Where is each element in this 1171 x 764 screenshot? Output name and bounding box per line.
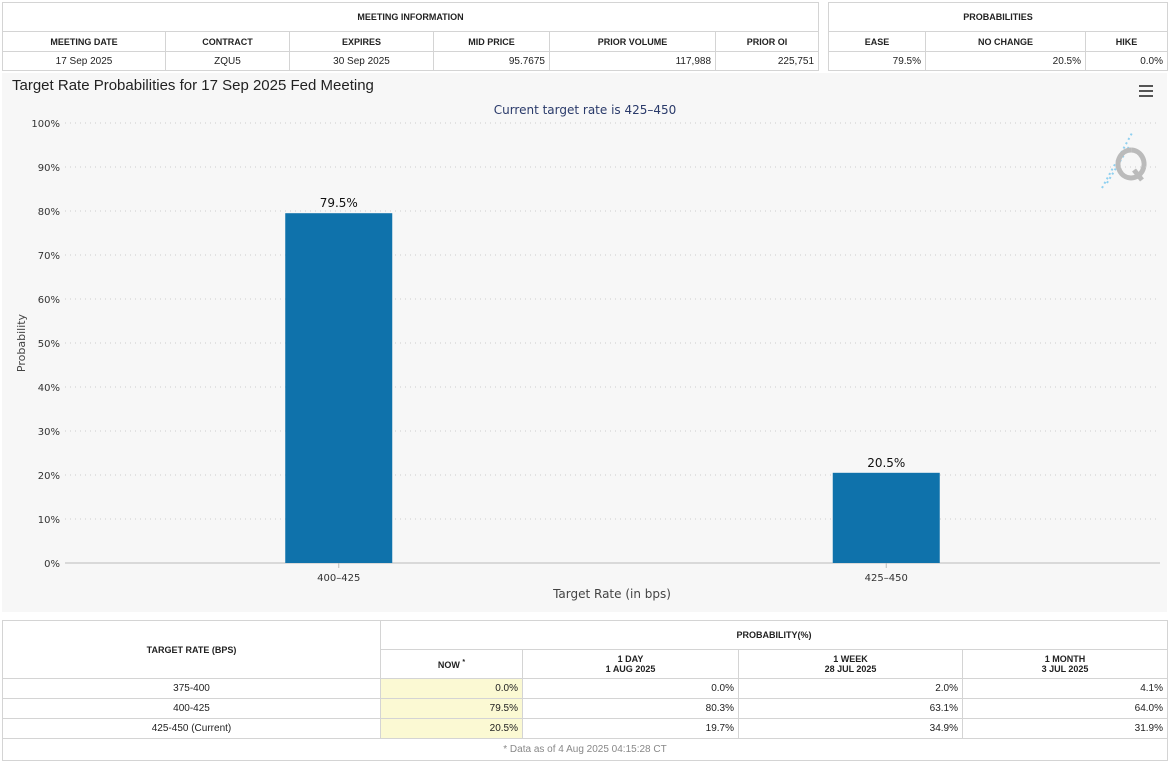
- y-axis-title: Probability: [15, 313, 28, 372]
- cell: 20.5%: [925, 51, 1086, 71]
- row: 17 Sep 2025 ZQU5 30 Sep 2025 95.7675 117,988…: [2, 51, 820, 71]
- row: PROBABILITIES: [828, 2, 1168, 32]
- cell: 79.5%: [828, 51, 926, 71]
- y-tick-label: 70%: [38, 251, 60, 262]
- column-header: PRIOR VOLUME: [549, 31, 716, 52]
- cell: 2.0%: [738, 678, 963, 699]
- y-tick-label: 40%: [38, 383, 60, 394]
- header-row: EASE NO CHANGE HIKE: [828, 31, 1168, 52]
- header-row: NOW * 1 DAY 1 AUG 2025 1 WEEK 28 JUL 2025 1 M…: [3, 649, 1168, 679]
- x-tick-label: 425–450: [865, 573, 908, 584]
- column-header: EASE: [828, 31, 926, 52]
- menu-icon[interactable]: [1139, 85, 1153, 97]
- column-label: 1 DAY: [617, 654, 644, 664]
- row: TARGET RATE (BPS) PROBABILITY(%): [2, 620, 1168, 679]
- column-header: HIKE: [1085, 31, 1168, 52]
- cell: 63.1%: [738, 698, 963, 719]
- y-tick-label: 50%: [38, 339, 60, 350]
- cell: 95.7675: [433, 51, 550, 71]
- column-date: 28 JUL 2025: [824, 664, 877, 674]
- row: 400-425 79.5% 80.3% 63.1% 64.0%: [2, 698, 1168, 719]
- cell: 64.0%: [962, 698, 1168, 719]
- y-tick-label: 80%: [38, 207, 60, 218]
- cell: 0.0%: [380, 678, 523, 699]
- cell: 4.1%: [962, 678, 1168, 699]
- row-header: TARGET RATE (BPS): [2, 620, 381, 679]
- column-header: MID PRICE: [433, 31, 550, 52]
- cell: 225,751: [714, 51, 820, 71]
- y-tick-label: 30%: [38, 427, 60, 438]
- column-header: EXPIRES: [289, 31, 434, 52]
- row: 79.5% 20.5% 0.0%: [828, 51, 1168, 71]
- cell: 117,988: [549, 51, 716, 71]
- table-title: PROBABILITIES: [828, 2, 1168, 32]
- y-tick-label: 90%: [38, 163, 60, 174]
- bar: [285, 213, 393, 563]
- footnote: * Data as of 4 Aug 2025 04:15:28 CT: [2, 738, 1168, 761]
- column-date: 3 JUL 2025: [1041, 664, 1089, 674]
- menu-bar: [1139, 95, 1153, 97]
- row: 425-450 (Current) 20.5% 19.7% 34.9% 31.9%: [2, 718, 1168, 739]
- column-label: NOW: [437, 659, 460, 670]
- column-header: 1 MONTH 3 JUL 2025: [962, 649, 1168, 679]
- chart-subtitle: Current target rate is 425–450: [494, 103, 677, 117]
- cell: 375-400: [2, 678, 381, 699]
- data-label: 79.5%: [320, 196, 358, 210]
- cell: 425-450 (Current): [2, 718, 381, 739]
- column-header: CONTRACT: [165, 31, 290, 52]
- x-axis-title: Target Rate (in bps): [552, 587, 671, 601]
- cell: 31.9%: [962, 718, 1168, 739]
- column-note: *: [462, 658, 466, 666]
- y-tick-label: 0%: [44, 559, 60, 570]
- table: MEETING INFORMATION MEETING DATE CONTRACT E…: [1, 2, 820, 71]
- table: TARGET RATE (BPS) PROBABILITY(%) NOW * 1 DA…: [2, 620, 1168, 761]
- cell: 19.7%: [522, 718, 739, 739]
- cell: 34.9%: [738, 718, 963, 739]
- chart: Target Rate Probabilities for 17 Sep 202…: [12, 77, 1160, 601]
- column-header: PRIOR OI: [714, 31, 820, 52]
- y-tick-label: 60%: [38, 295, 60, 306]
- header-row: MEETING DATE CONTRACT EXPIRES MID PRICE PRIO…: [2, 31, 820, 52]
- menu-bar: [1139, 90, 1153, 92]
- table: PROBABILITIES EASE NO CHANGE HIKE 79.5% 20.5%…: [828, 2, 1168, 71]
- logo-q: [1115, 147, 1147, 182]
- cell: 80.3%: [522, 698, 739, 719]
- cell: 0.0%: [1085, 51, 1168, 71]
- y-tick-label: 100%: [31, 119, 60, 130]
- column-header: 1 WEEK 28 JUL 2025: [738, 649, 963, 679]
- x-tick-label: 400–425: [317, 573, 360, 584]
- menu-bar: [1139, 85, 1153, 87]
- column-header: 1 DAY 1 AUG 2025: [522, 649, 739, 679]
- column-header: NOW *: [380, 649, 523, 679]
- column-header: MEETING DATE: [2, 31, 166, 52]
- cell: 20.5%: [380, 718, 523, 739]
- y-tick-label: 10%: [38, 515, 60, 526]
- cell: ZQU5: [165, 51, 290, 71]
- chart-title: Target Rate Probabilities for 17 Sep 202…: [12, 77, 374, 94]
- cell: 17 Sep 2025: [2, 51, 166, 71]
- bar: [832, 472, 940, 563]
- column-date: 1 AUG 2025: [605, 664, 656, 674]
- logo: [1101, 132, 1147, 189]
- data-label: 20.5%: [867, 456, 905, 470]
- row: 375-400 0.0% 0.0% 2.0% 4.1%: [2, 678, 1168, 699]
- column-header: NO CHANGE: [925, 31, 1086, 52]
- column-label: 1 WEEK: [833, 654, 868, 664]
- row: MEETING INFORMATION: [1, 2, 820, 32]
- cell: 400-425: [2, 698, 381, 719]
- chart-panel: Target Rate Probabilities for 17 Sep 202…: [2, 73, 1167, 612]
- table-title: PROBABILITY(%): [380, 620, 1168, 650]
- y-tick-label: 20%: [38, 471, 60, 482]
- row: * Data as of 4 Aug 2025 04:15:28 CT: [2, 738, 1168, 761]
- cell: 79.5%: [380, 698, 523, 719]
- table-title: MEETING INFORMATION: [1, 2, 820, 32]
- cell: 0.0%: [522, 678, 739, 699]
- cell: 30 Sep 2025: [289, 51, 434, 71]
- column-label: 1 MONTH: [1044, 654, 1086, 664]
